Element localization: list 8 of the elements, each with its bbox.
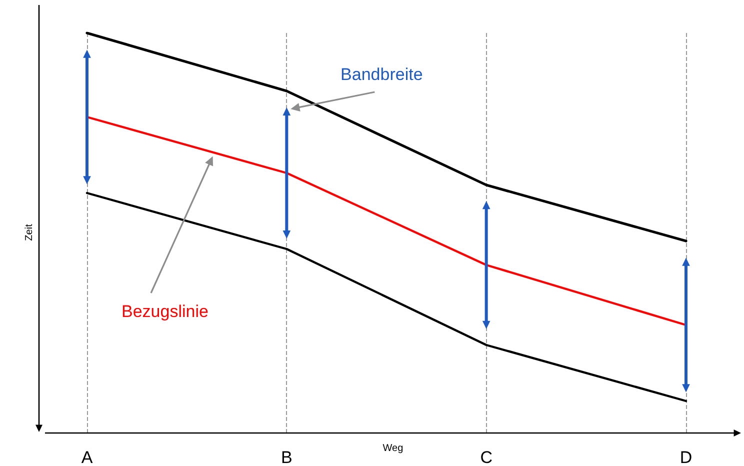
annotation: Bezugslinie [122, 302, 208, 321]
y-axis-title: Zeit [24, 224, 35, 241]
x-tick-label: D [680, 448, 692, 466]
x-tick-label: C [480, 448, 492, 466]
x-axis-title: Weg [382, 443, 404, 454]
annotation: Bandbreite [340, 65, 423, 84]
x-tick-label: B [280, 448, 292, 466]
x-tick-label: A [81, 448, 94, 466]
